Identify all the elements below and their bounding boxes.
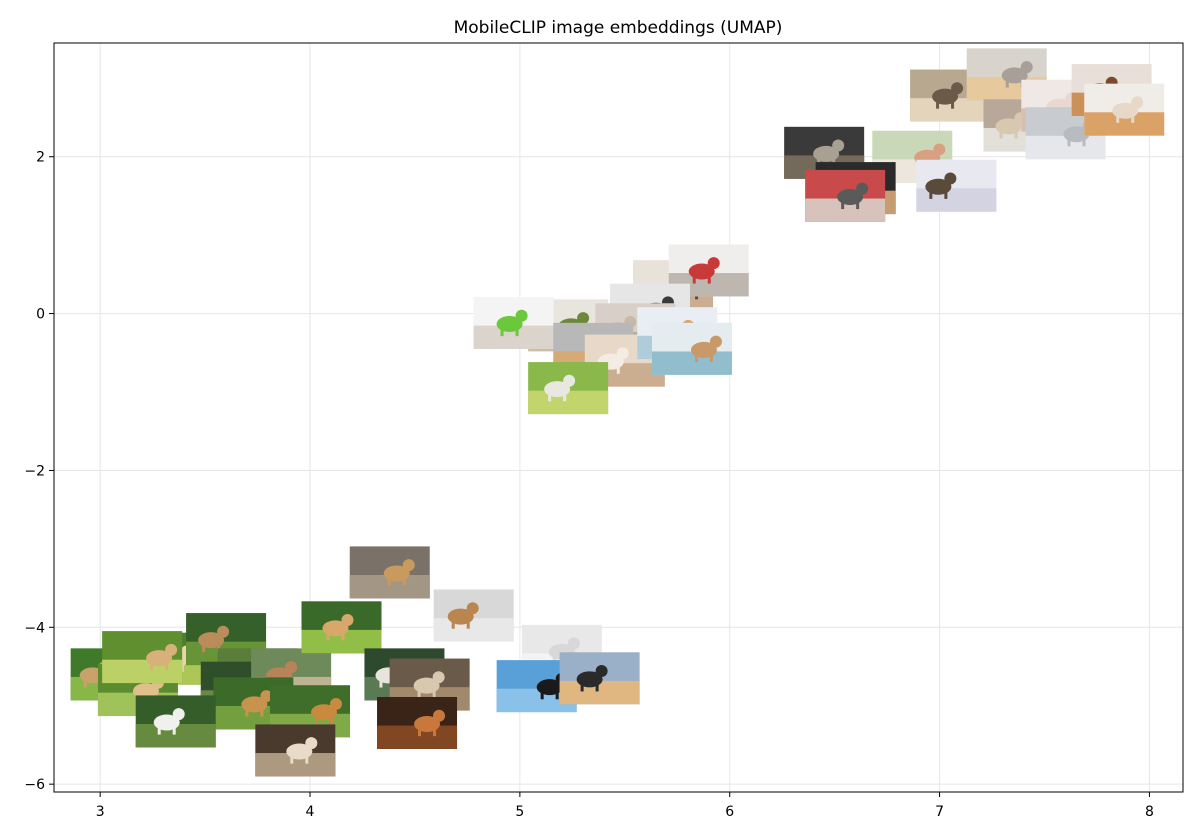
y-tick-label: 0 [36,307,45,323]
thumbnail-point-cat-sleep [805,169,886,222]
thumbnail-point-dog-grass [102,631,183,684]
y-tick-label: −2 [24,463,45,479]
x-tick-label: 7 [935,804,944,820]
thumbnail-point-dog-outdoor [349,546,430,599]
thumbnail-point-dog-grass [135,695,216,748]
y-tick-label: 2 [36,150,45,166]
plot-frame [53,42,1184,793]
y-axis: −6 −4 −2 0 2 [24,150,54,793]
thumbnail-point-dog-food [473,296,554,349]
y-tick-label: −6 [24,777,45,793]
thumbnail-point-dog-sunset [559,652,640,705]
thumbnail-point-dog-grass [528,362,609,415]
thumbnail-point-cat-sleep [916,159,997,212]
x-axis: 3 4 5 6 7 8 [96,792,1154,820]
chart-title: MobileCLIP image embeddings (UMAP) [454,18,783,38]
x-tick-label: 3 [96,804,105,820]
thumbnail-point-dog-food [651,322,732,375]
x-tick-label: 5 [515,804,524,820]
thumbnail-point-dog-grass [301,601,382,654]
thumbnail-point-dog-sleep [1084,83,1165,136]
thumbnail-point-dog-autumn [377,696,458,749]
thumbnail-point-dog-outdoor [255,724,336,777]
thumbnail-markers [70,48,1165,777]
y-tick-label: −4 [24,620,45,636]
x-tick-label: 4 [306,804,315,820]
thumbnail-point-dog-studio [433,589,514,642]
x-tick-label: 8 [1145,804,1154,820]
x-tick-label: 6 [725,804,734,820]
